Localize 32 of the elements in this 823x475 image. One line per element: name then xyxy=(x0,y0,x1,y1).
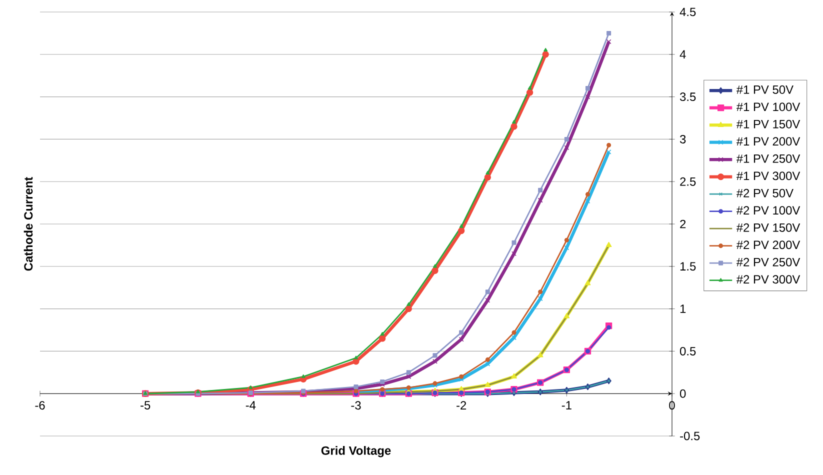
legend-label: #1 PV 100V xyxy=(736,102,800,112)
y-tick-label: 0.5 xyxy=(680,346,696,356)
legend-label: #1 PV 200V xyxy=(736,137,800,146)
legend-label: #2 PV 50V xyxy=(736,188,794,198)
y-tick-label: 3 xyxy=(680,134,686,144)
y-tick-label: 2 xyxy=(680,220,686,228)
legend-label: #2 PV 300V xyxy=(736,275,800,284)
legend-label: #2 PV 250V xyxy=(736,258,800,266)
legend-label: #1 PV 250V xyxy=(736,154,800,163)
y-tick-label: 1.5 xyxy=(680,262,696,271)
legend-label: #1 PV 300V xyxy=(736,172,800,180)
x-tick-label: -2 xyxy=(456,401,466,410)
x-tick-label: -5 xyxy=(140,401,150,410)
x-tick-label: -6 xyxy=(35,401,45,410)
y-tick-label: 4 xyxy=(680,50,686,59)
legend-label: #1 PV 50V xyxy=(736,85,794,94)
x-axis-title: Grid Voltage xyxy=(321,446,391,458)
y-tick-label: 3.5 xyxy=(680,92,696,102)
y-tick-label: 0 xyxy=(680,389,686,398)
legend-label: #2 PV 150V xyxy=(736,223,800,232)
y-tick-label: 4.5 xyxy=(680,8,696,16)
legend-label: #1 PV 150V xyxy=(736,120,800,128)
y-tick-label: 2.5 xyxy=(680,177,696,186)
x-tick-label: -1 xyxy=(562,401,572,410)
y-axis-title: Cathode Current xyxy=(24,177,33,271)
legend-label: #2 PV 200V xyxy=(736,240,800,250)
y-tick-label: 1 xyxy=(680,304,686,313)
legend-label: #2 PV 100V xyxy=(736,206,800,215)
x-tick-label: 0 xyxy=(669,401,675,410)
x-tick-label: -3 xyxy=(351,401,361,410)
y-tick-label: -0.5 xyxy=(680,432,700,440)
x-tick-label: -4 xyxy=(246,401,256,410)
